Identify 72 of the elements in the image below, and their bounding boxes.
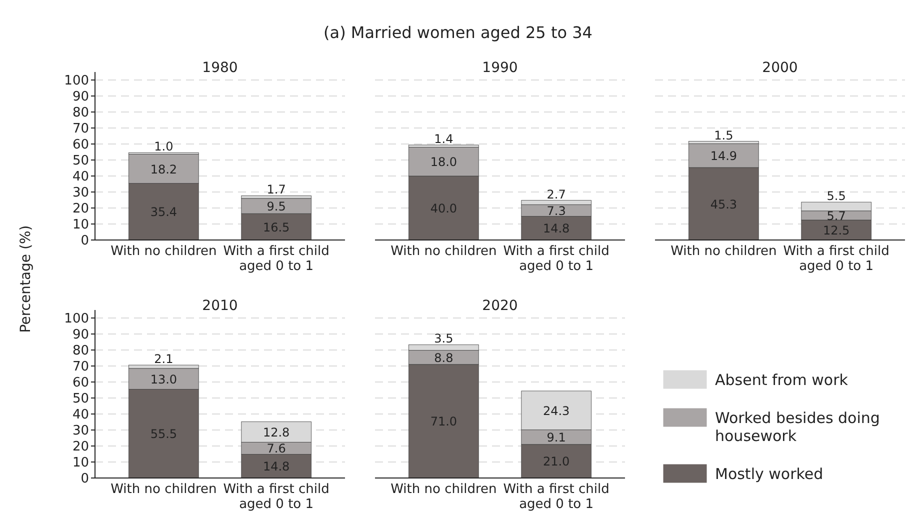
data-label: 9.1 bbox=[546, 430, 566, 445]
data-label: 14.9 bbox=[710, 149, 738, 164]
chart-title: 2010 bbox=[202, 298, 238, 314]
y-tick-label: 30 bbox=[72, 424, 89, 438]
y-tick-label: 100 bbox=[64, 312, 89, 326]
data-label: 16.5 bbox=[262, 220, 290, 234]
data-label: 8.8 bbox=[434, 350, 454, 365]
y-tick-label: 20 bbox=[72, 202, 89, 216]
x-tick-label: With a first child aged 0 to 1 bbox=[783, 244, 890, 274]
x-tick-label: With a first child aged 0 to 1 bbox=[223, 244, 330, 274]
data-label: 5.7 bbox=[826, 208, 846, 223]
y-tick-label: 50 bbox=[72, 154, 89, 168]
data-label: 18.2 bbox=[150, 162, 178, 176]
legend-label: Mostly worked bbox=[715, 465, 824, 483]
text: (a) Married women aged 25 to 34 bbox=[324, 23, 592, 42]
data-label: 71.0 bbox=[430, 414, 458, 429]
y-tick-label: 40 bbox=[72, 170, 89, 184]
data-label: 5.5 bbox=[826, 189, 846, 204]
data-label: 18.0 bbox=[430, 155, 458, 170]
y-tick-label: 0 bbox=[80, 472, 89, 486]
legend-label: Worked besides doing housework bbox=[715, 409, 880, 445]
data-label: 1.5 bbox=[714, 128, 734, 142]
y-tick-label: 0 bbox=[80, 234, 89, 248]
y-tick-label: 20 bbox=[72, 440, 89, 454]
y-tick-label: 50 bbox=[72, 392, 89, 406]
data-label: 2.7 bbox=[546, 187, 566, 202]
y-tick-label: 60 bbox=[72, 138, 89, 152]
data-label: 35.4 bbox=[150, 205, 178, 220]
legend-label: Absent from work bbox=[715, 371, 848, 389]
data-label: 7.6 bbox=[266, 442, 286, 456]
data-label: 13.0 bbox=[150, 372, 178, 386]
chart-title: 1990 bbox=[482, 60, 518, 76]
x-tick-label: With a first child aged 0 to 1 bbox=[503, 482, 610, 512]
y-tick-label: 100 bbox=[64, 74, 89, 88]
y-tick-label: 80 bbox=[72, 344, 89, 358]
x-tick-label: With a first child aged 0 to 1 bbox=[223, 482, 330, 512]
data-label: 1.7 bbox=[266, 182, 286, 197]
data-label: 2.1 bbox=[154, 352, 174, 366]
y-tick-label: 10 bbox=[72, 218, 89, 232]
y-axis-title: Percentage (%) bbox=[18, 225, 34, 333]
y-tick-label: 70 bbox=[72, 122, 89, 136]
data-label: 12.8 bbox=[262, 425, 290, 440]
data-label: 3.5 bbox=[434, 332, 454, 346]
chart-title: 2020 bbox=[482, 298, 518, 314]
chart-title: 1980 bbox=[202, 60, 238, 76]
data-label: 12.5 bbox=[822, 224, 850, 238]
y-tick-label: 80 bbox=[72, 106, 89, 120]
x-tick-label: With no children bbox=[670, 244, 777, 259]
data-label: 45.3 bbox=[710, 197, 738, 212]
data-label: 1.4 bbox=[434, 132, 454, 146]
data-label: 14.8 bbox=[542, 222, 570, 236]
data-label: 1.0 bbox=[154, 140, 174, 154]
y-tick-label: 60 bbox=[72, 376, 89, 390]
y-tick-label: 10 bbox=[72, 456, 89, 470]
x-tick-label: With no children bbox=[390, 482, 497, 497]
data-label: 9.5 bbox=[266, 200, 286, 214]
data-label: 55.5 bbox=[150, 427, 178, 442]
data-label: 24.3 bbox=[542, 404, 570, 418]
data-label: 21.0 bbox=[542, 454, 570, 469]
x-tick-label: With no children bbox=[390, 244, 497, 259]
y-tick-label: 70 bbox=[72, 360, 89, 374]
x-tick-label: With no children bbox=[110, 482, 217, 497]
y-tick-label: 90 bbox=[72, 90, 89, 104]
x-tick-label: With no children bbox=[110, 244, 217, 259]
data-label: 14.8 bbox=[262, 460, 290, 474]
chart-title: 2000 bbox=[762, 60, 798, 76]
data-label: 7.3 bbox=[546, 204, 566, 218]
y-tick-label: 90 bbox=[72, 328, 89, 342]
data-label: 40.0 bbox=[430, 202, 458, 216]
x-tick-label: With a first child aged 0 to 1 bbox=[503, 244, 610, 274]
y-tick-label: 40 bbox=[72, 408, 89, 422]
y-tick-label: 30 bbox=[72, 186, 89, 200]
